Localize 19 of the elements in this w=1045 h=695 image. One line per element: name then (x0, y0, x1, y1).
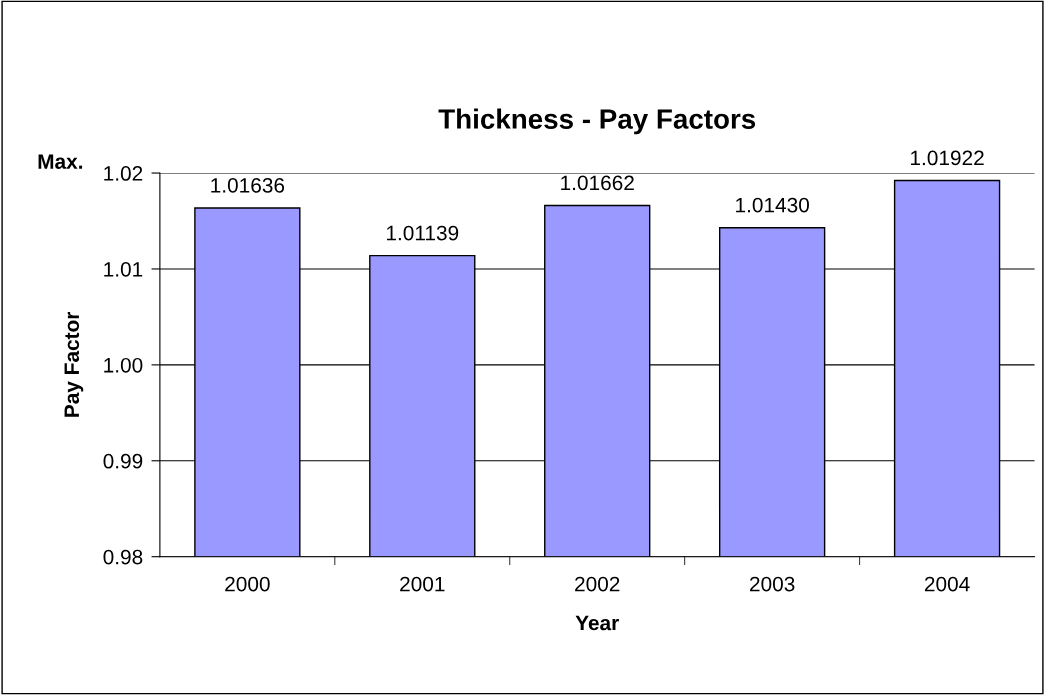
y-tick-label: 0.98 (103, 549, 143, 565)
x-tick-label: 2004 (924, 576, 970, 592)
y-tick-label: 0.99 (103, 453, 143, 469)
y-tick-label: 1.01 (104, 261, 143, 277)
x-tick-label: 2003 (750, 576, 795, 592)
data-label: 1.01139 (386, 225, 459, 241)
chart-title: Thickness - Pay Factors (438, 108, 756, 135)
x-tick-label: 2001 (400, 576, 445, 592)
y-tick-label: 1.02 (104, 166, 143, 181)
text: Max. (38, 154, 83, 169)
x-tick-label: 2000 (225, 576, 270, 592)
y-axis-title: Pay Factor (64, 311, 84, 417)
y-tick-label: 1.00 (104, 357, 143, 373)
x-tick-label: 2002 (575, 576, 620, 592)
data-label: 1.01922 (911, 150, 984, 166)
data-label: 1.01662 (561, 175, 634, 191)
x-axis-title: Year (575, 615, 619, 631)
data-label: 1.01430 (736, 197, 809, 213)
data-label: 1.01636 (211, 177, 285, 193)
